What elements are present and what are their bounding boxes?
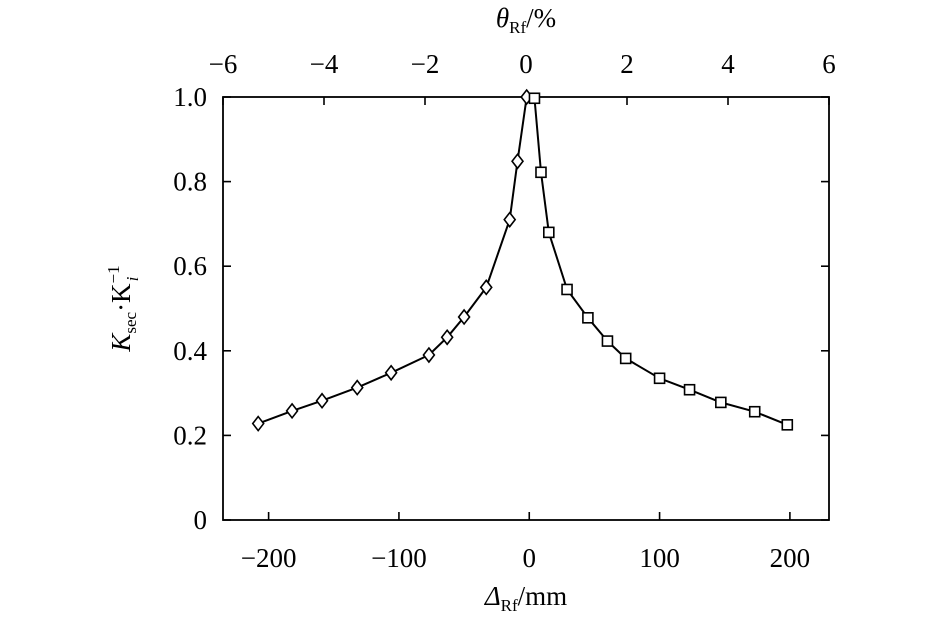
top-axis-title: θRf/% <box>496 3 556 37</box>
square-point <box>653 372 666 385</box>
y-tick-label: 0 <box>194 505 208 535</box>
square-point <box>601 335 614 347</box>
y-axis-title: Ksec·K−1i <box>104 265 142 352</box>
diamond-point <box>285 402 299 420</box>
x-tick-label: 200 <box>770 543 811 573</box>
plot-frame <box>222 96 830 521</box>
square-point <box>528 92 541 105</box>
y-tick-label: 0.4 <box>173 336 207 366</box>
y-tick-label: 0.2 <box>173 420 207 450</box>
y-tick-label: 0.8 <box>173 167 207 197</box>
x-tick-label: −200 <box>241 543 297 573</box>
top-tick-label: 6 <box>822 49 836 79</box>
diamond-point <box>251 415 265 432</box>
square-point <box>781 419 794 431</box>
top-tick-label: 2 <box>620 49 634 79</box>
x-tick-label: −100 <box>371 543 427 573</box>
square-point <box>748 405 761 418</box>
x-axis-title: ΔRf/mm <box>484 581 567 615</box>
diamond-point <box>503 211 517 228</box>
y-tick-label: 0.6 <box>173 251 207 281</box>
diamond-point <box>315 392 329 410</box>
square-point <box>582 312 594 324</box>
diamond-point <box>440 328 454 346</box>
square-point <box>715 396 727 409</box>
top-tick-label: −6 <box>209 49 238 79</box>
square-point <box>683 383 696 396</box>
y-tick-label: 1.0 <box>173 82 207 112</box>
square-point <box>619 352 632 365</box>
tick-labels: −200 −100 0 100 200 −6 −4 −2 0 2 4 6 0 0.2 0.4 0.6 0.8 1.… <box>173 49 836 573</box>
diamond-point <box>422 346 436 364</box>
tick-marks <box>222 96 830 521</box>
x-tick-label: 100 <box>639 543 680 573</box>
diamond-point <box>384 364 398 382</box>
square-point <box>543 226 555 239</box>
diamond-point <box>457 308 471 326</box>
diamond-point <box>350 379 364 396</box>
diamond-point <box>479 279 493 296</box>
x-tick-label: 0 <box>523 543 537 573</box>
series-line <box>257 96 788 426</box>
data-series <box>251 88 794 432</box>
diamond-point <box>511 152 525 170</box>
top-tick-label: −4 <box>310 49 339 79</box>
square-point <box>535 166 547 179</box>
top-tick-label: 0 <box>519 49 533 79</box>
square-point <box>561 283 573 296</box>
top-tick-label: −2 <box>411 49 440 79</box>
top-tick-label: 4 <box>721 49 735 79</box>
